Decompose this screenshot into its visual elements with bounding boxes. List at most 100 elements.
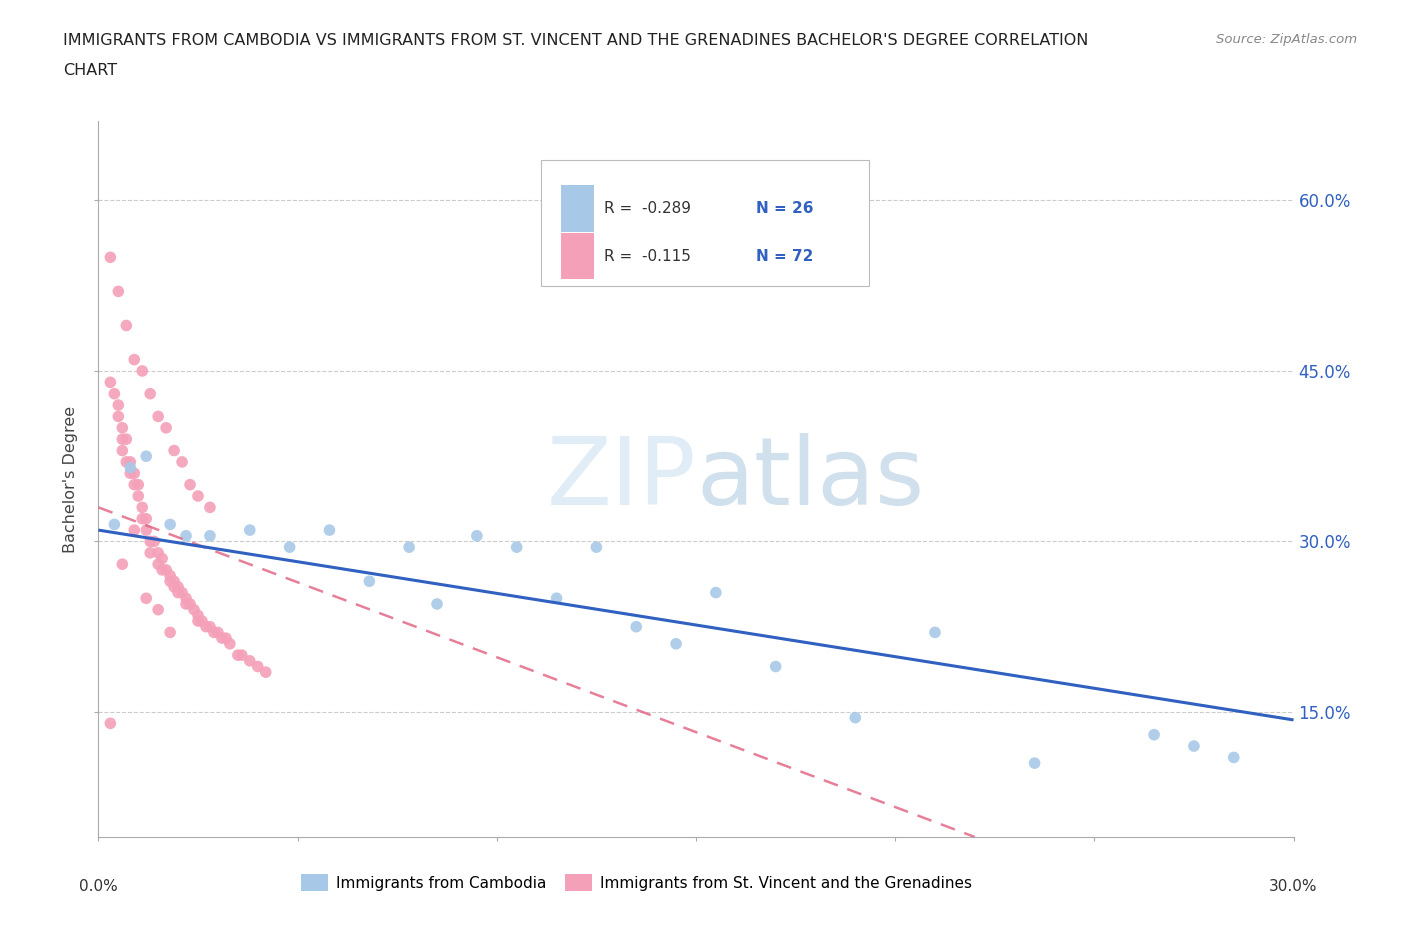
Point [115,318,138,333]
Point [167,579,190,594]
Point [172,455,194,470]
Point [546,591,568,605]
Point [107,409,129,424]
Point [143,534,166,549]
Point [187,608,209,623]
Point [124,352,146,367]
Point [179,596,201,611]
Point [704,585,727,600]
Point [159,625,181,640]
Point [626,619,648,634]
Text: atlas: atlas [696,433,924,525]
FancyBboxPatch shape [541,160,869,286]
Point [219,636,242,651]
Point [207,625,229,640]
Point [98,716,122,731]
Point [278,539,301,554]
Point [135,449,157,464]
Point [254,665,277,680]
Point [103,386,125,401]
Point [115,455,138,470]
Point [211,631,233,645]
FancyBboxPatch shape [561,232,595,279]
Point [163,574,186,589]
Point [585,539,607,554]
Point [246,659,269,674]
Text: CHART: CHART [63,63,117,78]
Text: IMMIGRANTS FROM CAMBODIA VS IMMIGRANTS FROM ST. VINCENT AND THE GRENADINES BACHE: IMMIGRANTS FROM CAMBODIA VS IMMIGRANTS F… [63,33,1088,47]
Point [148,545,170,560]
Point [1024,756,1046,771]
Point [359,574,381,589]
Point [98,250,122,265]
Point [318,523,340,538]
Point [111,557,134,572]
Legend: Immigrants from Cambodia, Immigrants from St. Vincent and the Grenadines: Immigrants from Cambodia, Immigrants fro… [295,868,977,897]
Point [198,500,221,515]
Text: 30.0%: 30.0% [1270,879,1317,894]
Point [120,460,142,475]
Point [159,568,181,583]
Point [226,647,249,662]
Point [111,420,134,435]
Point [155,420,177,435]
Point [179,477,201,492]
Point [155,563,177,578]
Point [148,557,170,572]
Point [111,432,134,446]
Point [198,619,221,634]
Point [174,528,197,543]
Point [127,488,149,503]
Point [103,517,125,532]
Point [107,398,129,413]
Text: ZIP: ZIP [547,433,696,525]
Point [231,647,253,662]
Point [135,512,157,526]
Point [187,488,209,503]
Point [107,284,129,299]
Point [148,603,170,618]
Point [174,596,197,611]
Point [198,528,221,543]
Point [174,591,197,605]
Point [135,591,157,605]
Point [398,539,420,554]
Text: 0.0%: 0.0% [79,879,118,894]
Point [465,528,488,543]
Text: N = 72: N = 72 [756,248,813,263]
Point [1182,738,1205,753]
Y-axis label: Bachelor's Degree: Bachelor's Degree [63,405,79,552]
Point [172,585,194,600]
Text: N = 26: N = 26 [756,201,813,217]
Point [124,466,146,481]
Point [665,636,688,651]
Point [202,625,225,640]
Point [426,596,449,611]
Point [239,654,262,669]
Point [148,409,170,424]
Text: R =  -0.289: R = -0.289 [605,201,690,217]
Point [506,539,529,554]
Point [1223,750,1246,764]
Point [98,375,122,390]
Point [163,579,186,594]
Point [844,711,866,725]
Point [167,585,190,600]
Text: Source: ZipAtlas.com: Source: ZipAtlas.com [1216,33,1357,46]
Point [191,614,214,629]
Point [239,523,262,538]
Point [120,466,142,481]
Point [124,477,146,492]
Point [150,551,173,566]
Point [1143,727,1166,742]
FancyBboxPatch shape [561,185,595,232]
Point [183,603,205,618]
Point [159,517,181,532]
Point [187,614,209,629]
Point [159,574,181,589]
Point [150,563,173,578]
Point [139,545,162,560]
Point [139,534,162,549]
Point [131,512,153,526]
Point [127,477,149,492]
